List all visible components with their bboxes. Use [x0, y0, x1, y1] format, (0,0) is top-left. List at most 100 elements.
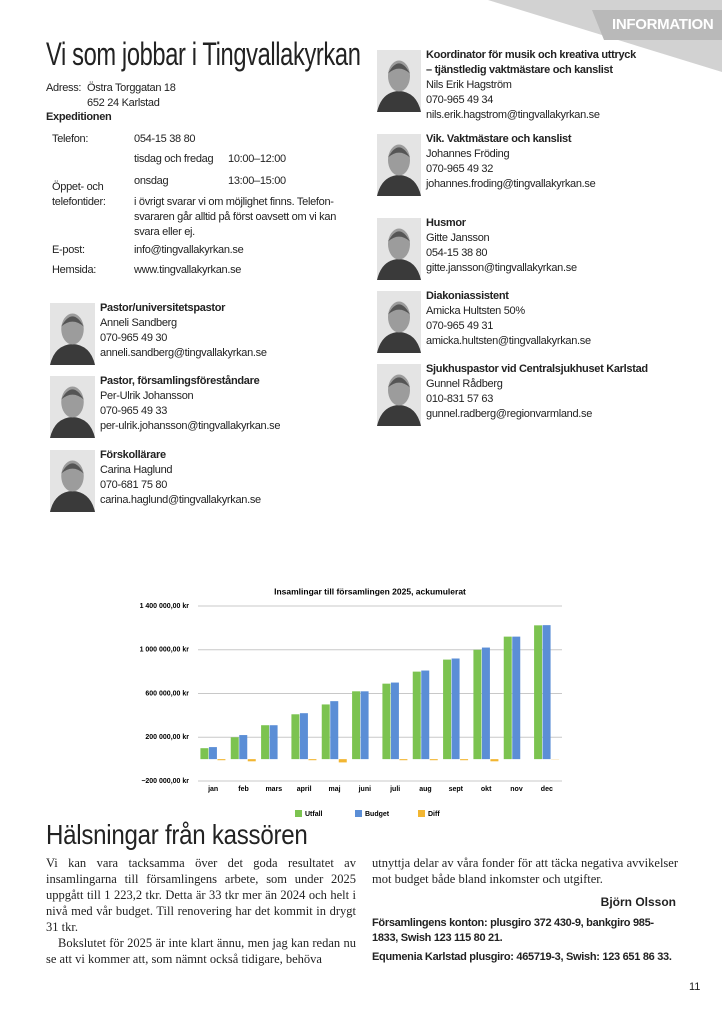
bar [230, 737, 239, 760]
account-info: Equmenia Karlstad plusgiro: 465719-3, Sw… [372, 951, 672, 963]
staff-photo [377, 291, 421, 353]
staff-role: Sjukhuspastor vid Centralsjukhuset Karls… [426, 363, 648, 375]
staff-role: Vik. Vaktmästare och kanslist [426, 133, 572, 145]
staff-phone: 070-965 49 32 [426, 163, 494, 175]
tab-band [592, 10, 722, 40]
photo-shoulders [377, 174, 421, 196]
staff-name: Johannes Fröding [426, 148, 510, 160]
x-tick-label: april [297, 786, 312, 793]
photo-shoulders [377, 90, 421, 112]
bar [217, 759, 226, 761]
web: www.tingvallakyrkan.se [134, 264, 242, 276]
staff-role: Pastor, församlingsföreståndare [100, 375, 260, 387]
staff-photo [377, 364, 421, 426]
bar [321, 704, 330, 760]
address-label: Adress: [46, 82, 82, 94]
staff-name: Amicka Hultsten 50% [426, 305, 525, 317]
bar [352, 691, 361, 760]
staff-name: Nils Erik Hagström [426, 79, 512, 91]
y-tick-label: 600 000,00 kr [145, 690, 189, 697]
page-number: 11 [689, 981, 701, 993]
staff-phone: 054-15 38 80 [426, 247, 488, 259]
article-title: Hälsningar från kassören [46, 819, 308, 850]
bar [534, 625, 543, 760]
x-tick-label: okt [481, 786, 492, 793]
legend-swatch [355, 810, 362, 817]
photo-hair [388, 377, 410, 388]
staff-role: Förskollärare [100, 449, 166, 461]
bar [399, 759, 408, 761]
bar [490, 759, 499, 762]
page-title: Vi som jobbar i Tingvallakyrkan [46, 36, 361, 72]
y-tick-label: 1 400 000,00 kr [140, 603, 190, 610]
hours-day: tisdag och fredag [134, 153, 214, 165]
staff-phone: 070-965 49 31 [426, 320, 494, 332]
bar [200, 748, 209, 760]
x-tick-label: mars [265, 786, 282, 793]
column-right: utnyttja delar av våra fonder för att tä… [372, 855, 678, 887]
photo-hair [61, 389, 84, 400]
staff-email: per-ulrik.johansson@tingvallakyrkan.se [100, 420, 281, 432]
address-line: Östra Torggatan 18 [87, 82, 176, 94]
x-tick-label: feb [238, 786, 249, 793]
staff-photo [377, 218, 421, 280]
legend-label: Diff [428, 811, 440, 818]
staff-role: Diakoniassistent [426, 290, 509, 302]
staff-name: Gunnel Rådberg [426, 378, 503, 390]
paragraph: utnyttja delar av våra fonder för att tä… [372, 856, 678, 886]
staff-phone: 070-681 75 80 [100, 479, 168, 491]
photo-hair [388, 147, 410, 158]
chart: Insamlingar till församlingen 2025, acku… [140, 586, 562, 818]
bar [503, 636, 512, 760]
bar [429, 759, 438, 761]
hours-day: onsdag [134, 175, 169, 187]
staff-photo [50, 450, 95, 512]
bar [473, 649, 482, 760]
staff-photo [50, 303, 95, 365]
photo-shoulders [377, 404, 421, 426]
bar [382, 683, 391, 760]
tab-text: INFORMATION [612, 16, 714, 33]
photo-hair [61, 316, 84, 327]
x-tick-label: sept [449, 786, 464, 793]
office-heading: Expeditionen [46, 111, 112, 123]
chart-title: Insamlingar till församlingen 2025, acku… [274, 586, 466, 596]
staff-name: Carina Haglund [100, 464, 173, 476]
bar [299, 713, 308, 760]
bar [308, 759, 317, 761]
hours-note: svara eller ej. [134, 226, 195, 238]
staff-role: Husmor [426, 217, 466, 229]
bar [542, 625, 551, 760]
account-info: Församlingens konton: plusgiro 372 430-9… [372, 917, 654, 944]
phone: 054-15 38 80 [134, 133, 196, 145]
bar [421, 670, 430, 760]
staff-phone: 070-965 49 30 [100, 332, 168, 344]
staff-role: Pastor/universitetspastor [100, 302, 226, 314]
staff-photo [377, 134, 421, 196]
x-tick-label: aug [419, 786, 431, 793]
signature: Björn Olsson [600, 895, 676, 909]
staff-email: johannes.froding@tingvallakyrkan.se [426, 178, 596, 190]
hours-time: 13:00–15:00 [228, 175, 286, 187]
x-tick-label: nov [510, 786, 523, 793]
photo-hair [61, 463, 84, 474]
staff-phone: 070-965 49 34 [426, 94, 494, 106]
bar [481, 647, 490, 760]
bar [390, 682, 399, 760]
bar [239, 735, 248, 760]
paragraph: Vi kan vara tacksamma över det goda resu… [46, 856, 356, 934]
x-tick-label: juli [389, 786, 400, 793]
legend-swatch [295, 810, 302, 817]
x-tick-label: juni [358, 786, 371, 793]
phone-label: Telefon: [52, 133, 89, 145]
staff-role: – tjänstledig vaktmästare och kanslist [426, 64, 613, 76]
photo-hair [388, 304, 410, 315]
y-tick-label: −200 000,00 kr [141, 778, 189, 785]
staff-photo [377, 50, 421, 112]
staff-name: Per-Ulrik Johansson [100, 390, 194, 402]
photo-hair [388, 63, 410, 74]
bar [208, 747, 217, 760]
